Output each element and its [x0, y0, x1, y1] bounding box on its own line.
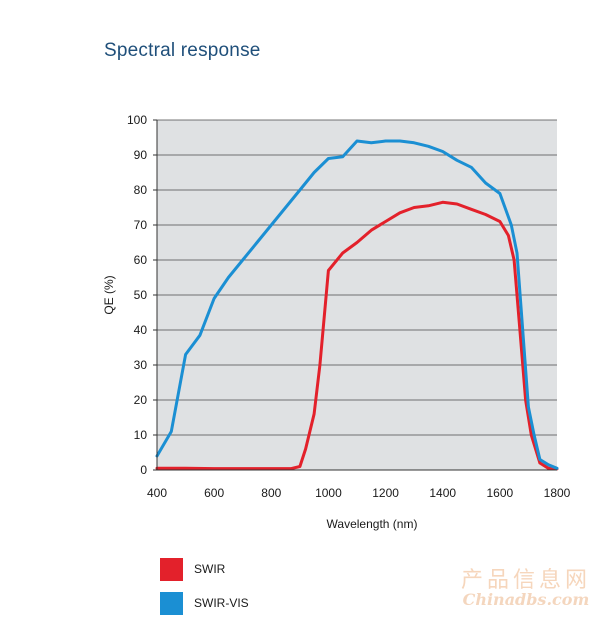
legend-label-swir-vis: SWIR-VIS — [194, 596, 249, 610]
x-tick-label-1200: 1200 — [372, 486, 399, 500]
watermark-chinese: 产品信息网 — [460, 568, 591, 594]
y-tick-label-90: 90 — [134, 148, 148, 162]
y-tick-label-70: 70 — [134, 218, 148, 232]
grid-lines — [157, 119, 557, 436]
series-line-swir — [155, 200, 559, 471]
x-tick-label-1400: 1400 — [429, 486, 456, 500]
page-title: Spectral response — [104, 40, 261, 61]
y-tick-label-0: 0 — [140, 463, 147, 477]
x-tick-label-1800: 1800 — [544, 486, 571, 500]
series-lines — [155, 139, 559, 471]
spectral-response-chart: 0 10 20 30 40 50 60 70 80 90 100 400 600 800 1000 1200… — [102, 113, 571, 531]
x-tick-label-800: 800 — [261, 486, 281, 500]
watermark: 产品信息网 Chinadbs.com — [461, 569, 591, 609]
y-tick-labels: 0 10 20 30 40 50 60 70 80 90 100 — [127, 113, 147, 477]
x-tick-labels: 400 600 800 1000 1200 1400 1600 1800 — [147, 486, 571, 500]
y-axis-label: QE (%) — [102, 275, 116, 314]
legend-swatch-swir — [160, 557, 183, 581]
axes — [153, 119, 557, 471]
x-tick-label-600: 600 — [204, 486, 224, 500]
y-tick-label-60: 60 — [134, 253, 148, 267]
legend-item-swir: SWIR — [160, 557, 249, 581]
y-tick-label-20: 20 — [134, 393, 148, 407]
y-tick-label-40: 40 — [134, 323, 148, 337]
legend-item-swir-vis: SWIR-VIS — [160, 591, 249, 615]
y-tick-label-80: 80 — [134, 183, 148, 197]
legend-label-swir: SWIR — [194, 562, 226, 576]
legend: SWIR SWIR-VIS — [160, 557, 249, 625]
x-tick-label-1000: 1000 — [315, 486, 342, 500]
y-tick-label-50: 50 — [134, 288, 148, 302]
y-tick-label-10: 10 — [134, 428, 148, 442]
x-tick-label-400: 400 — [147, 486, 167, 500]
y-tick-label-30: 30 — [134, 358, 148, 372]
legend-swatch-swir-vis — [160, 591, 183, 615]
watermark-english: Chinadbs.com — [462, 590, 590, 610]
x-axis-label: Wavelength (nm) — [327, 517, 418, 531]
y-tick-label-100: 100 — [127, 113, 147, 127]
series-line-swir-vis — [155, 139, 559, 470]
x-tick-label-1600: 1600 — [487, 486, 514, 500]
